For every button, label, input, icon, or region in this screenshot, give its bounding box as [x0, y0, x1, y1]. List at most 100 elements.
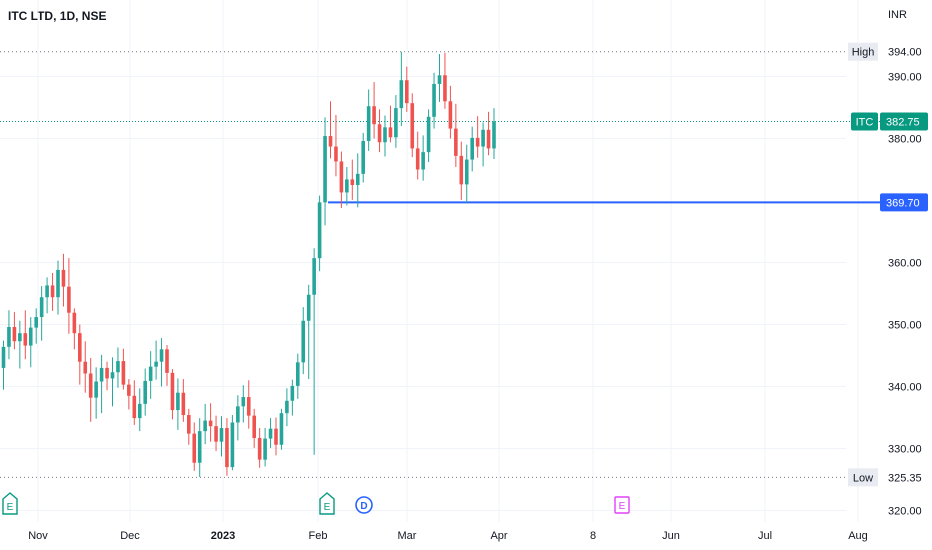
- candle-body: [61, 269, 66, 287]
- candle-body: [28, 327, 33, 346]
- candle: [34, 308, 38, 344]
- dividend-icon[interactable]: D: [355, 496, 373, 514]
- candle-body: [394, 108, 398, 138]
- candle-body: [410, 103, 415, 149]
- grid-lines: [0, 0, 859, 522]
- earnings-icon-letter: E: [324, 502, 331, 513]
- candle-body: [437, 75, 442, 84]
- candle: [121, 348, 126, 390]
- candle-body: [492, 121, 496, 149]
- candle-body: [454, 128, 458, 156]
- chart-title: ITC LTD, 1D, NSE: [8, 9, 107, 23]
- earnings-icon-letter: E: [7, 502, 14, 513]
- candle-body: [415, 148, 420, 170]
- candle-body: [377, 124, 382, 143]
- price-axis[interactable]: 390.00 380.00 360.00 350.00 340.00 330.00 320.…: [888, 72, 922, 518]
- candle-body: [421, 152, 425, 170]
- candle-body: [432, 83, 436, 117]
- candle-body: [23, 333, 28, 346]
- candle: [203, 403, 207, 445]
- candle-body: [312, 258, 316, 295]
- candle: [105, 361, 109, 391]
- candle: [296, 353, 300, 399]
- candle: [39, 286, 44, 341]
- earnings-icon[interactable]: E: [614, 496, 630, 514]
- candle: [246, 380, 251, 429]
- candle: [143, 368, 147, 416]
- candle: [241, 385, 246, 423]
- candle-body: [159, 349, 164, 362]
- symbol-badge-label: ITC: [856, 116, 874, 128]
- candle-body: [83, 361, 88, 374]
- candle: [459, 141, 464, 200]
- candle-body: [203, 420, 207, 432]
- candle: [257, 428, 262, 468]
- candle-body: [99, 367, 104, 382]
- candle: [454, 103, 458, 168]
- candle-body: [470, 137, 474, 160]
- candle-body: [459, 155, 464, 185]
- candle: [361, 132, 365, 183]
- candle: [214, 415, 218, 451]
- candle: [99, 354, 104, 414]
- candle-body: [7, 326, 11, 347]
- candle: [481, 122, 485, 167]
- candle: [323, 117, 327, 226]
- x-tick-label: Jul: [758, 530, 772, 542]
- candle-body: [219, 428, 224, 442]
- candle-body: [372, 106, 376, 125]
- candle-body: [481, 129, 485, 147]
- x-tick-label: Aug: [848, 530, 868, 542]
- low-price-label: 325.35: [888, 472, 922, 484]
- candle: [18, 320, 22, 369]
- candle-body: [12, 326, 17, 342]
- horizontal-line-label: 369.70: [886, 197, 920, 209]
- candle-body: [50, 285, 55, 298]
- candle: [312, 248, 316, 455]
- x-tick-label: Dec: [120, 530, 140, 542]
- candles: [1, 51, 496, 478]
- candle: [154, 340, 158, 380]
- candle: [263, 428, 267, 467]
- earnings-icon-shape: [2, 492, 18, 515]
- candle: [197, 418, 202, 478]
- candle-body: [170, 372, 175, 411]
- candle-body: [132, 395, 137, 419]
- candle-body: [34, 317, 38, 328]
- candle-body: [464, 159, 469, 185]
- candle-body: [56, 269, 60, 298]
- candle-body: [334, 146, 338, 162]
- candle-body: [399, 80, 404, 109]
- candle-body: [197, 431, 202, 463]
- candle: [50, 273, 55, 311]
- candle-body: [285, 400, 289, 414]
- candle: [290, 379, 295, 416]
- candle: [110, 357, 115, 407]
- horizontal-line-badge: [880, 193, 928, 212]
- y-tick-label: 360.00: [888, 258, 922, 270]
- candle: [45, 277, 49, 314]
- time-axis[interactable]: Nov Dec 2023 Feb Mar Apr 8 Jun Jul Aug: [28, 530, 868, 542]
- earnings-icon[interactable]: E: [2, 492, 18, 515]
- candle: [12, 312, 17, 350]
- candle: [383, 115, 387, 157]
- candle-body: [236, 406, 240, 423]
- candle: [350, 159, 355, 200]
- candle-body: [323, 136, 327, 203]
- candle: [301, 307, 306, 375]
- earnings-icon[interactable]: E: [319, 492, 335, 515]
- candle-body: [475, 137, 480, 147]
- candle-body: [301, 320, 306, 363]
- y-tick-label: 330.00: [888, 444, 922, 456]
- candle-body: [252, 415, 256, 438]
- candle-body: [361, 140, 365, 174]
- candle-body: [279, 413, 284, 445]
- candle-body: [214, 426, 218, 442]
- x-tick-label: Apr: [490, 530, 507, 542]
- candle: [127, 379, 131, 410]
- candle: [410, 93, 415, 158]
- candle: [137, 388, 142, 432]
- candle: [345, 167, 349, 206]
